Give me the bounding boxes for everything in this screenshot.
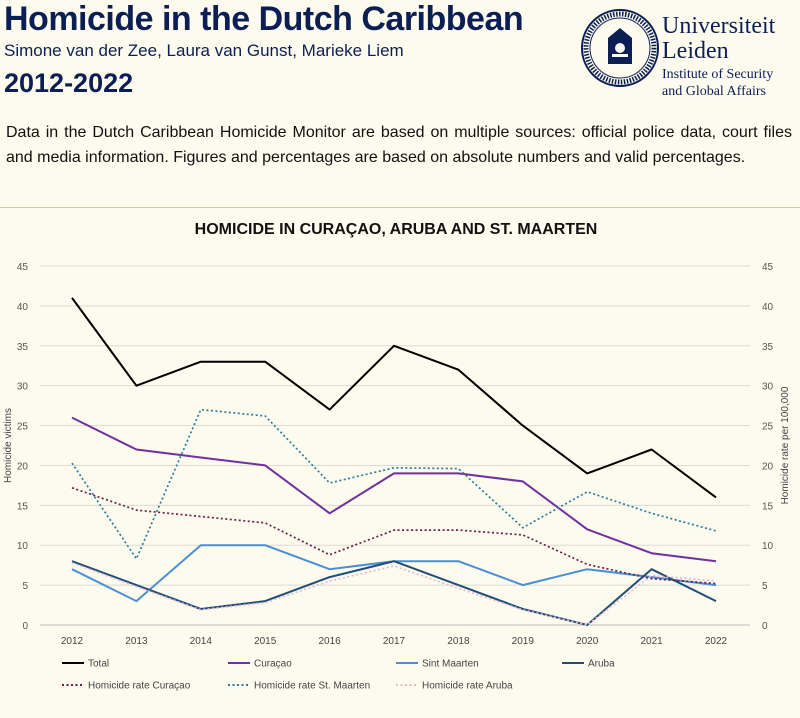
x-tick-label: 2014 [190, 636, 213, 647]
legend-label: Aruba [588, 659, 615, 670]
legend-label: Homicide rate St. Maarten [254, 681, 370, 692]
series-line [71, 560, 717, 626]
y2-tick-label: 0 [762, 621, 768, 632]
series-line [71, 486, 717, 585]
chart-title: HOMICIDE IN CURAÇAO, ARUBA AND ST. MAART… [195, 221, 598, 238]
legend-label: Curaçao [254, 659, 292, 670]
divider [0, 207, 800, 208]
x-tick-label: 2017 [383, 636, 406, 647]
x-tick-label: 2012 [61, 636, 84, 647]
series-line [71, 544, 717, 603]
y2-tick-label: 35 [762, 342, 774, 353]
y2-tick-label: 30 [762, 382, 774, 393]
x-tick-label: 2013 [125, 636, 148, 647]
x-tick-label: 2018 [447, 636, 470, 647]
legend-label: Sint Maarten [422, 659, 479, 670]
university-name: Universiteit Leiden [662, 14, 775, 64]
y-tick-label: 10 [17, 541, 29, 552]
homicide-chart: HOMICIDE IN CURAÇAO, ARUBA AND ST. MAART… [3, 221, 791, 692]
x-tick-label: 2021 [640, 636, 663, 647]
year-range: 2012-2022 [4, 68, 134, 98]
y2-tick-label: 45 [762, 262, 774, 273]
y2-tick-label: 20 [762, 461, 774, 472]
institute-name: Institute of Security and Global Affairs [662, 66, 773, 100]
y-tick-label: 45 [17, 262, 29, 273]
legend-label: Total [88, 659, 109, 670]
authors: Simone van der Zee, Laura van Gunst, Mar… [4, 41, 404, 60]
y-tick-label: 15 [17, 501, 29, 512]
institute-name-line2: and Global Affairs [662, 84, 766, 99]
y2-tick-label: 5 [762, 581, 768, 592]
y-tick-label: 35 [17, 342, 29, 353]
y2-tick-label: 25 [762, 422, 774, 433]
y-tick-label: 30 [17, 382, 29, 393]
x-tick-label: 2020 [576, 636, 599, 647]
x-tick-label: 2016 [318, 636, 341, 647]
legend-label: Homicide rate Curaçao [88, 681, 191, 692]
y2-axis-label: Homicide rate per 100,000 [780, 386, 791, 504]
y-tick-label: 25 [17, 422, 29, 433]
y2-tick-label: 15 [762, 501, 774, 512]
series-line [71, 562, 717, 626]
y-tick-label: 5 [22, 581, 28, 592]
intro-text: Data in the Dutch Caribbean Homicide Mon… [6, 124, 792, 166]
series-line [71, 297, 717, 499]
page-title: Homicide in the Dutch Caribbean [4, 0, 524, 38]
y-tick-label: 0 [22, 621, 28, 632]
y-axis-label: Homicide victims [3, 408, 14, 483]
y2-tick-label: 10 [762, 541, 774, 552]
x-tick-label: 2019 [512, 636, 535, 647]
x-tick-label: 2022 [705, 636, 728, 647]
university-name-line1: Universiteit [662, 13, 776, 39]
y2-tick-label: 40 [762, 302, 774, 313]
y-tick-label: 40 [17, 302, 29, 313]
y-tick-label: 20 [17, 461, 29, 472]
university-seal-logo [581, 9, 659, 87]
series-line [71, 416, 717, 563]
institute-name-line1: Institute of Security [662, 67, 774, 82]
legend-label: Homicide rate Aruba [422, 681, 513, 692]
series-line [71, 408, 717, 560]
x-tick-label: 2015 [254, 636, 277, 647]
university-name-line2: Leiden [662, 38, 729, 64]
